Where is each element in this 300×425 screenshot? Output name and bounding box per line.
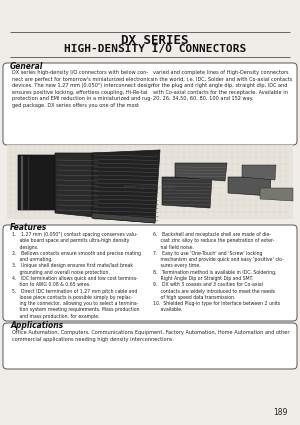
Polygon shape xyxy=(18,155,60,210)
Polygon shape xyxy=(55,153,100,217)
Text: электронный.ру: электронный.ру xyxy=(123,184,177,189)
Text: varied and complete lines of High-Density connectors
in the world, i.e. IDC, Sol: varied and complete lines of High-Densit… xyxy=(153,70,292,102)
Polygon shape xyxy=(92,213,155,223)
FancyBboxPatch shape xyxy=(3,225,297,321)
Text: Office Automation, Computers, Communications Equipment, Factory Automation, Home: Office Automation, Computers, Communicat… xyxy=(12,330,290,342)
Bar xyxy=(7,145,293,219)
Polygon shape xyxy=(260,188,293,201)
Text: 189: 189 xyxy=(274,408,288,417)
Text: General: General xyxy=(10,62,43,71)
Polygon shape xyxy=(175,163,227,181)
Text: HIGH-DENSITY I/O CONNECTORS: HIGH-DENSITY I/O CONNECTORS xyxy=(64,44,246,54)
FancyBboxPatch shape xyxy=(3,63,297,145)
Text: DX SERIES: DX SERIES xyxy=(121,34,189,46)
Polygon shape xyxy=(228,177,271,196)
Polygon shape xyxy=(242,165,276,180)
Text: 1.   1.27 mm (0.050") contact spacing conserves valu-
     able board space and : 1. 1.27 mm (0.050") contact spacing cons… xyxy=(12,232,141,319)
Text: DX series high-density I/O connectors with below con-
nect are perfect for tomor: DX series high-density I/O connectors wi… xyxy=(12,70,154,108)
Text: Applications: Applications xyxy=(10,321,63,330)
Text: Features: Features xyxy=(10,223,47,232)
Text: 6.   Backshell and receptacle shell are made of die-
     cast zinc alloy to red: 6. Backshell and receptacle shell are ma… xyxy=(153,232,284,312)
Polygon shape xyxy=(92,150,160,223)
FancyBboxPatch shape xyxy=(3,323,297,369)
Polygon shape xyxy=(162,177,212,208)
